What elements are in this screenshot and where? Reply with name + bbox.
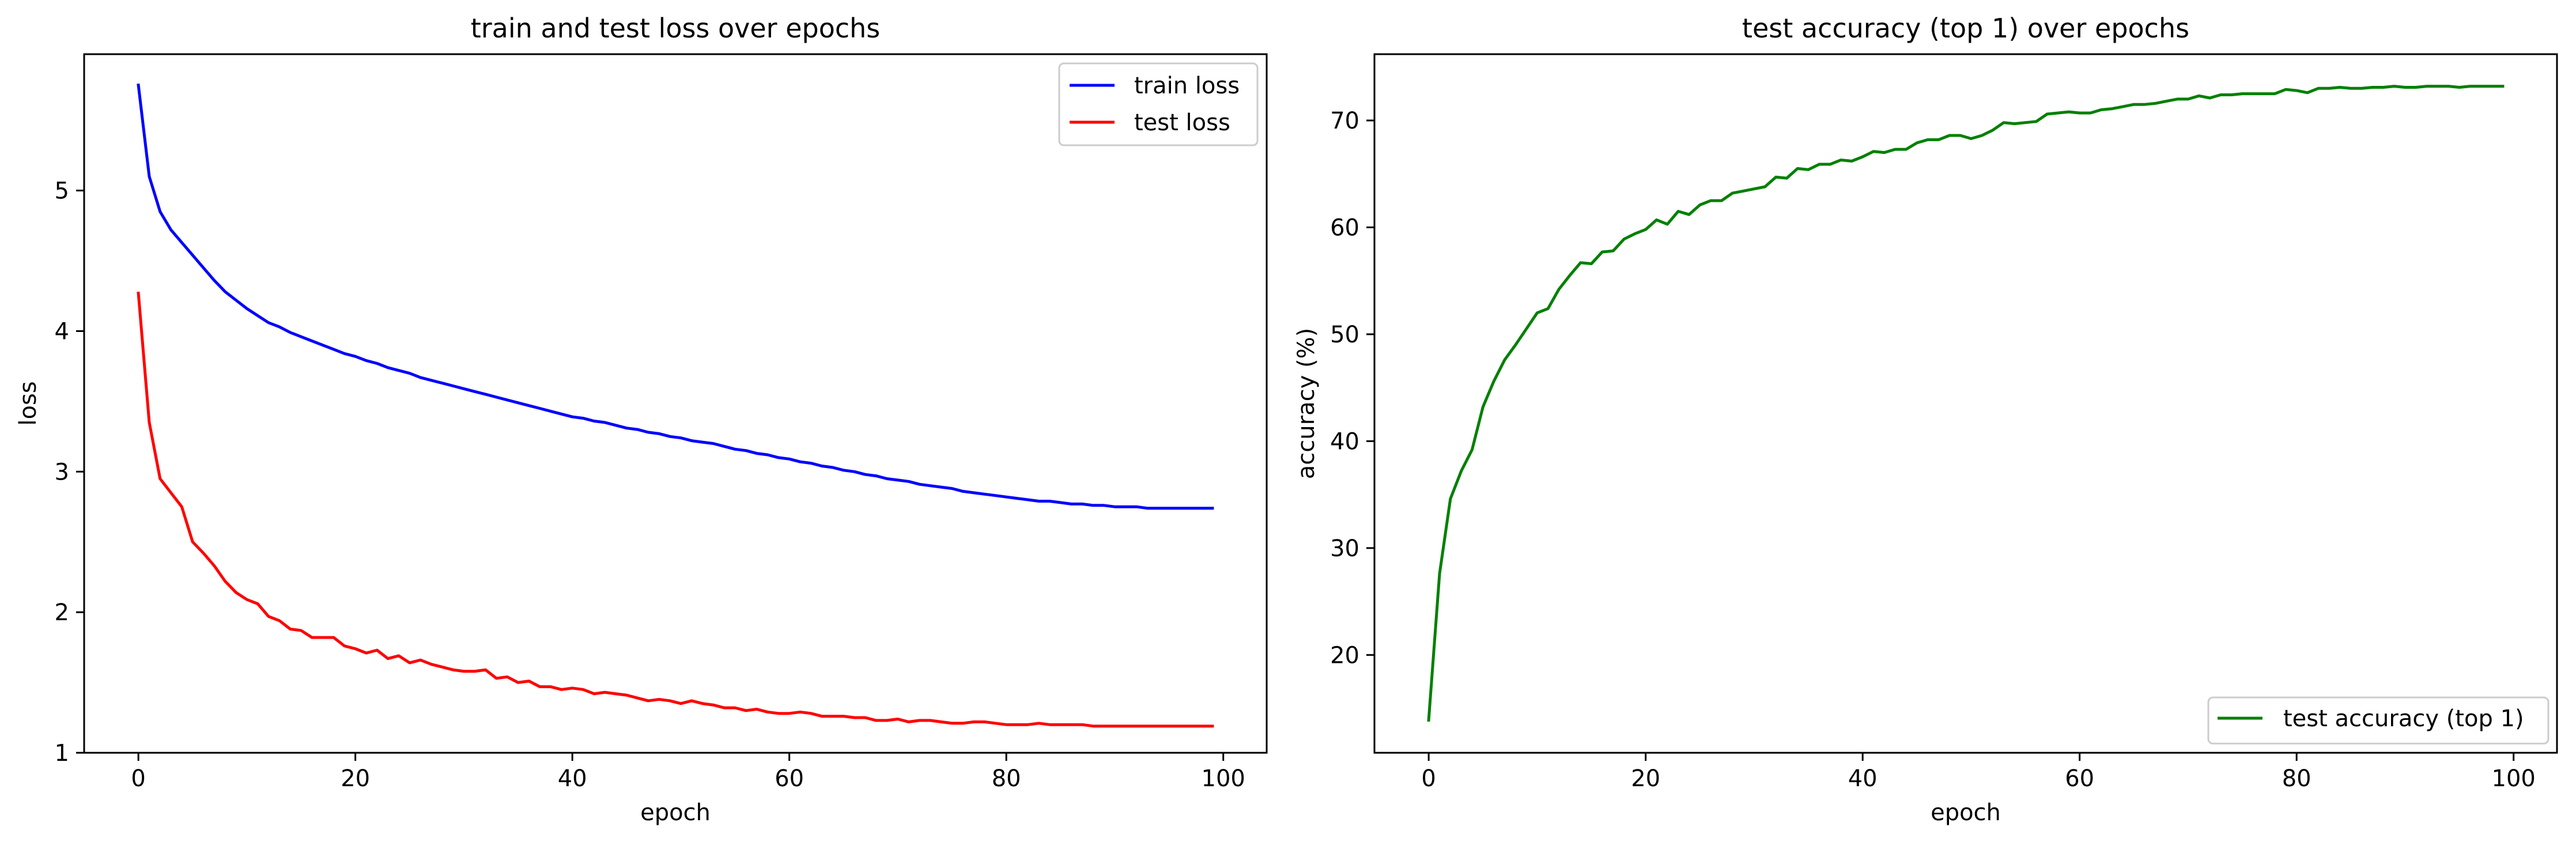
loss-series-test-loss-line [137, 291, 1214, 728]
accuracy-y-axis: 20 30 40 50 60 70 [1330, 108, 1374, 669]
loss-y-tick-label: 4 [55, 318, 69, 345]
loss-x-tick-label: 100 [1202, 765, 1245, 792]
loss-y-axis: 1 2 3 4 5 [55, 178, 84, 767]
test-accuracy-legend-label: test accuracy (top 1) [2283, 706, 2524, 732]
loss-x-axis-label: epoch [640, 799, 711, 826]
loss-x-tick-label: 0 [131, 765, 145, 792]
loss-series-train-loss-line [137, 83, 1214, 510]
accuracy-y-tick-label: 50 [1330, 322, 1359, 348]
loss-x-axis: 0 20 40 60 80 100 [131, 753, 1245, 792]
accuracy-x-tick-label: 80 [2282, 765, 2311, 792]
accuracy-x-tick-label: 100 [2492, 765, 2536, 792]
accuracy-y-tick-label: 70 [1330, 108, 1359, 134]
accuracy-chart: test accuracy (top 1) over epochs 0 20 40 6… [1293, 13, 2558, 826]
loss-y-tick-label: 5 [55, 178, 69, 205]
train-loss-legend-label: train loss [1134, 73, 1240, 99]
accuracy-x-tick-label: 60 [2065, 765, 2094, 792]
loss-x-tick-label: 60 [775, 765, 804, 792]
accuracy-y-tick-label: 20 [1330, 642, 1359, 669]
accuracy-legend-box [2207, 696, 2549, 745]
loss-x-tick-label: 40 [558, 765, 587, 792]
accuracy-chart-title: test accuracy (top 1) over epochs [1742, 13, 2189, 44]
loss-y-tick-label: 1 [55, 740, 69, 767]
accuracy-y-axis-label: accuracy (%) [1293, 328, 1320, 479]
loss-legend: train loss test loss [1058, 62, 1259, 146]
accuracy-y-tick-label: 30 [1330, 535, 1359, 562]
accuracy-x-tick-label: 0 [1421, 765, 1436, 792]
accuracy-x-axis: 0 20 40 60 80 100 [1421, 753, 2536, 792]
loss-plot-area [137, 83, 1214, 728]
loss-x-tick-label: 20 [341, 765, 370, 792]
loss-chart: train and test loss over epochs 0 20 40 60 8… [15, 13, 1268, 826]
loss-y-tick-label: 3 [55, 459, 69, 485]
accuracy-series-test-accuracy-top-1--line [1427, 85, 2505, 722]
test-loss-legend-label: test loss [1134, 110, 1230, 136]
accuracy-legend: test accuracy (top 1) [2207, 696, 2549, 745]
loss-y-axis-label: loss [15, 381, 41, 425]
accuracy-axes-frame [1373, 53, 2558, 754]
loss-chart-title: train and test loss over epochs [471, 13, 881, 44]
accuracy-x-axis-label: epoch [1931, 799, 2001, 826]
loss-y-tick-label: 2 [55, 599, 69, 626]
accuracy-plot-area [1427, 85, 2505, 722]
loss-x-tick-label: 80 [992, 765, 1021, 792]
accuracy-y-tick-label: 60 [1330, 214, 1359, 241]
loss-axes-frame [83, 53, 1268, 754]
accuracy-y-tick-label: 40 [1330, 428, 1359, 455]
accuracy-x-tick-label: 40 [1848, 765, 1878, 792]
accuracy-x-tick-label: 20 [1631, 765, 1660, 792]
